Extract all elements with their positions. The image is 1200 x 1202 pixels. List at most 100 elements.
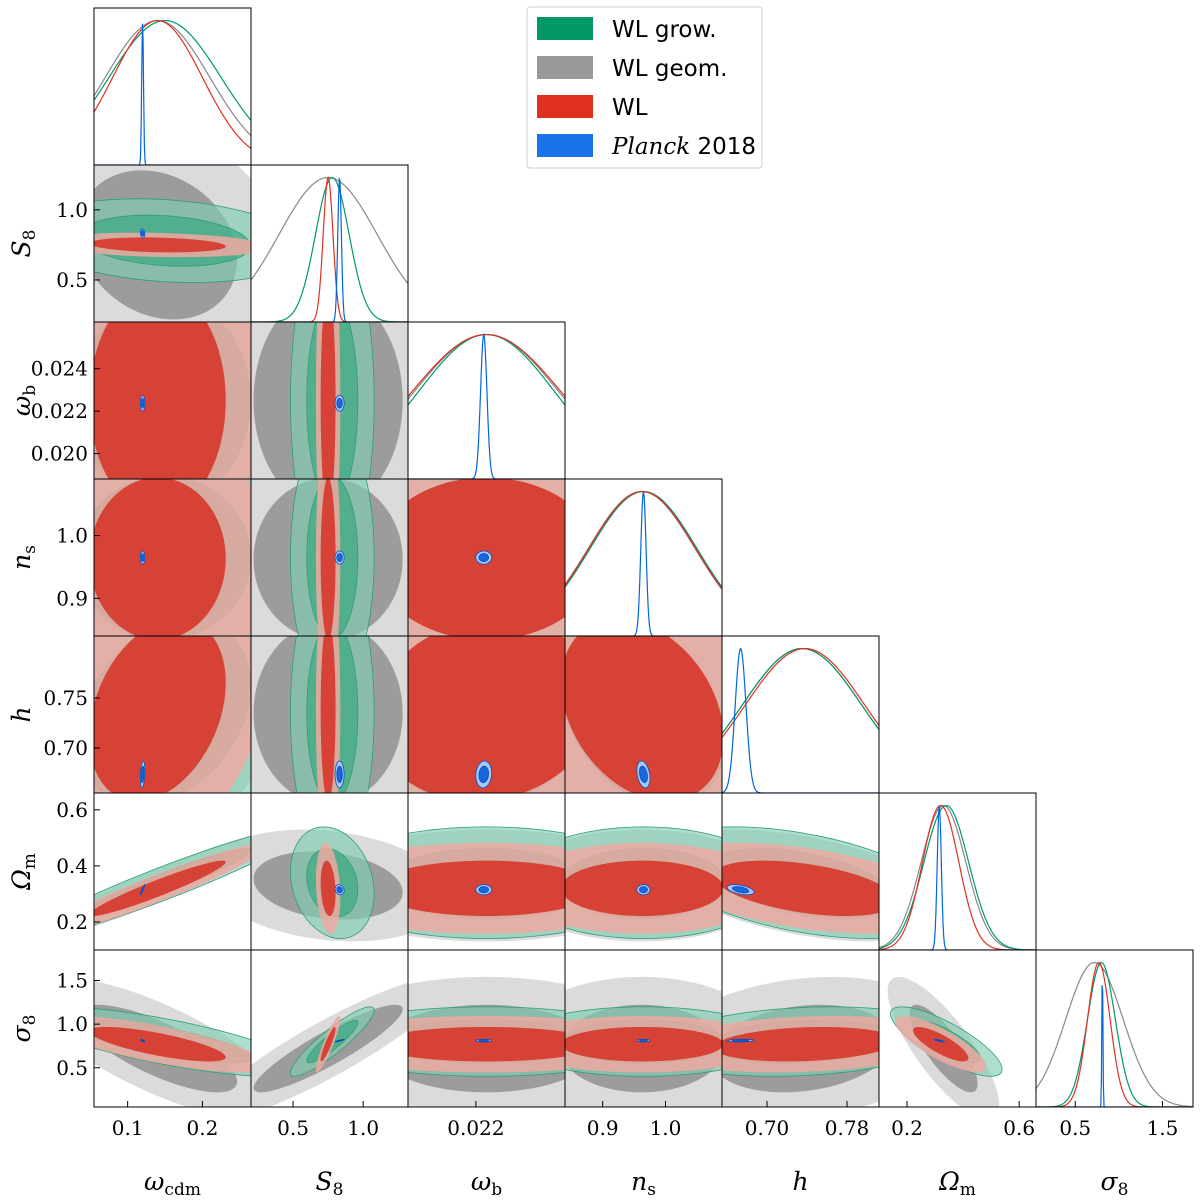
marginal-curve-planck-2018: [408, 332, 565, 479]
legend: WL grow. WL geom. WL Planck 2018: [526, 6, 763, 169]
panel-h-vs-Omega_m: [721, 792, 880, 951]
marginal-curve-wl: [408, 333, 565, 397]
contour-wl-1sigma: [94, 237, 226, 253]
panel-h: [721, 635, 880, 794]
contour-wl-1sigma: [320, 860, 336, 917]
y-axis-label-S8: S8: [7, 230, 40, 258]
y-tick-label: 0.4: [56, 854, 88, 878]
y-tick-label: 0.9: [56, 586, 88, 610]
contour-planck-2018-1sigma: [731, 886, 750, 894]
y-tick-label: 0.75: [43, 686, 88, 710]
contour-wl-1sigma: [94, 636, 226, 793]
x-tick-label: 0.022: [447, 1116, 504, 1140]
panel-marks: [408, 976, 565, 1107]
panel-S8-vs-omega_b: [250, 321, 409, 480]
panel-Omega_m-vs-sigma8: 0.2 0.6: [878, 949, 1037, 1140]
x-tick-label: 0.2: [186, 1116, 218, 1140]
panel-S8-vs-h: [250, 635, 409, 794]
panel-marks: [94, 322, 251, 479]
contour-planck-2018-1sigma: [478, 886, 489, 894]
x-axis-label-omega_b: ωb: [471, 1167, 502, 1200]
panel-marks: [565, 490, 722, 636]
panel-sigma8: 0.5 1.5: [1035, 949, 1194, 1140]
x-tick-label: 1.0: [650, 1116, 682, 1140]
marginal-curve-wl: [722, 647, 879, 738]
contour-wl-1sigma: [408, 1026, 565, 1062]
legend-frame: [526, 6, 763, 169]
panel-omega_cdm-vs-n_s: 0.9 1.0: [56, 478, 252, 637]
panel-n_s-vs-Omega_m: [564, 792, 723, 951]
y-axis-label-Omega_m: Ωm: [7, 853, 40, 891]
y-axis-label-n_s: ns: [7, 545, 40, 570]
y-tick-label: 0.70: [43, 736, 88, 760]
contour-planck-2018-1sigma: [140, 765, 145, 784]
contour-planck-2018-1sigma: [140, 398, 145, 409]
panel-grid: 0.51.00.0200.0220.0240.91.00.700.750.20.…: [31, 7, 1194, 1140]
marginal-curve-wl-grow: [1036, 961, 1193, 1107]
panel-marks: [565, 636, 722, 793]
x-axis-label-S8: S8: [316, 1167, 344, 1200]
x-axis-label-sigma8: σ8: [1101, 1167, 1129, 1200]
panel-S8-vs-Omega_m: [250, 792, 409, 951]
y-tick-label: 0.2: [56, 910, 88, 934]
panel-marks: [879, 804, 1036, 950]
contour-planck-2018-1sigma: [140, 886, 145, 894]
panel-Omega_m: [878, 792, 1037, 951]
contour-wl-1sigma: [912, 1026, 969, 1062]
marginal-curve-wl: [251, 176, 408, 322]
contour-planck-2018-1sigma: [478, 1039, 489, 1042]
legend-swatch-planck: [537, 134, 593, 157]
marginal-curve-planck-2018: [722, 648, 879, 793]
y-axis-label-h: h: [7, 706, 36, 722]
legend-swatch-wl-grow: [537, 17, 593, 40]
x-axis-label-omega_cdm: ωcdm: [144, 1167, 201, 1200]
contour-planck-2018-1sigma: [140, 553, 145, 562]
panel-marks: [1036, 961, 1193, 1107]
contour-wl-1sigma: [722, 1026, 879, 1062]
panel-n_s: [564, 478, 723, 637]
contour-planck-2018-1sigma: [336, 553, 343, 562]
panel-marks: [722, 826, 879, 942]
x-tick-label: 1.0: [347, 1116, 379, 1140]
legend-label-planck: Planck 2018: [611, 134, 756, 160]
contour-wl-1sigma: [320, 479, 336, 636]
x-tick-label: 0.1: [112, 1116, 144, 1140]
contour-wl-1sigma: [94, 860, 226, 916]
x-tick-label: 0.6: [1003, 1116, 1035, 1140]
panel-frame: [407, 321, 566, 480]
contour-planck-2018-1sigma: [336, 1039, 343, 1042]
contour-planck-2018-1sigma: [478, 765, 489, 783]
panel-marks: [565, 976, 722, 1107]
contour-wl-1sigma: [408, 636, 565, 793]
y-tick-label: 0.020: [31, 442, 88, 466]
marginal-curve-wl-geom: [879, 804, 1036, 950]
panel-marks: [722, 647, 879, 793]
panel-marks: [251, 176, 408, 322]
x-tick-label: 1.5: [1147, 1116, 1179, 1140]
contour-planck-2018-1sigma: [731, 1039, 750, 1042]
legend-swatch-wl: [537, 95, 593, 118]
marginal-curve-wl-grow: [565, 490, 722, 588]
panel-marks: [251, 479, 408, 636]
y-tick-label: 1.5: [56, 969, 88, 993]
y-tick-label: 0.024: [31, 357, 88, 381]
panel-omega_cdm-vs-sigma8: 0.1 0.2 0.5 1.0 1.5: [56, 949, 252, 1140]
panel-marks: [251, 636, 408, 793]
x-axis-label-n_s: ns: [631, 1167, 656, 1200]
panel-n_s-vs-h: [564, 635, 723, 794]
y-axis-label-omega_b: ωb: [7, 385, 40, 416]
panel-n_s-vs-sigma8: 0.9 1.0: [564, 949, 723, 1140]
marginal-curve-wl-geom: [94, 19, 251, 137]
contour-planck-2018-1sigma: [639, 886, 648, 894]
marginal-curve-planck-2018: [1036, 985, 1193, 1107]
contour-planck-2018-1sigma: [336, 765, 343, 784]
panel-omega_b: [407, 321, 566, 480]
panel-marks: [408, 636, 565, 793]
contour-wl-1sigma: [565, 636, 722, 793]
x-tick-label: 0.78: [825, 1116, 870, 1140]
contour-wl-1sigma: [94, 479, 226, 636]
panel-marks: [565, 826, 722, 942]
panel-S8: [250, 164, 409, 323]
panel-frame: [721, 635, 880, 794]
panel-marks: [94, 835, 251, 927]
